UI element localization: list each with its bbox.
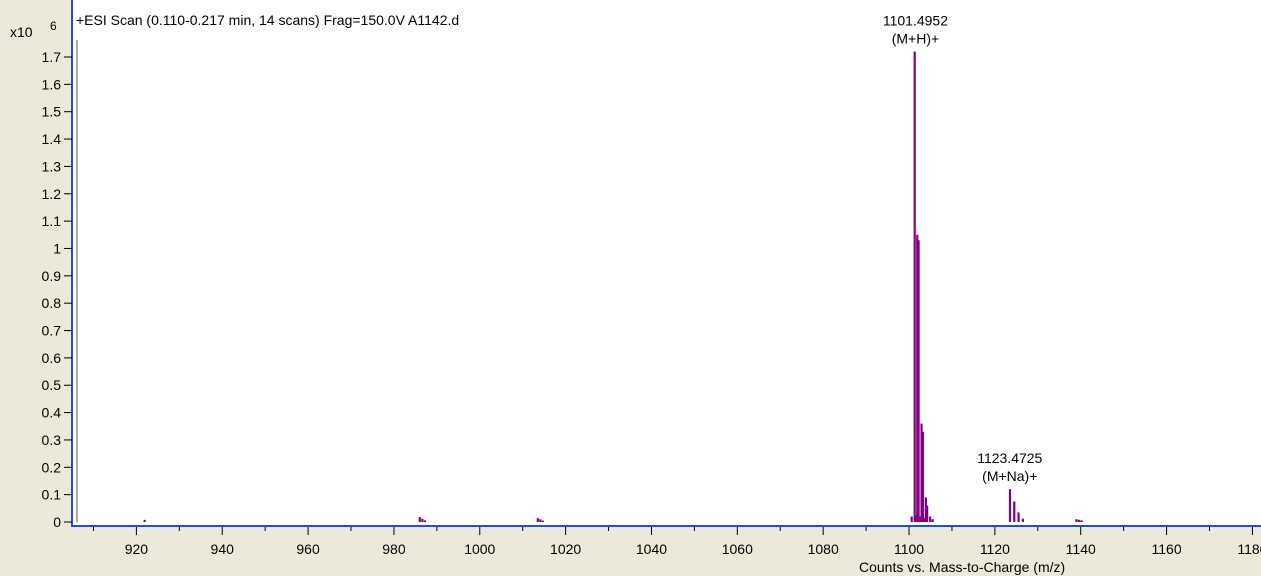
x-tick-label: 1160: [1152, 541, 1182, 557]
y-axis-exponent: 6: [50, 19, 57, 33]
y-axis-ticks: 0 0.1 0.2 0.3 0.4 0.5 0.6 0.7 0.8 0.9 1 1.1 1.2 1.3 1.…: [42, 49, 72, 530]
spectrum-peak: [929, 516, 932, 522]
x-tick-label: 1080: [808, 541, 839, 557]
peak-ion-label: (M+Na)+: [982, 468, 1037, 484]
y-tick-label: 0.5: [42, 377, 62, 393]
spectrum-peak: [1075, 519, 1078, 522]
spectrum-peak: [926, 505, 929, 522]
y-tick-label: 0.4: [42, 405, 62, 421]
peak-mass-label: 1123.4725: [977, 450, 1042, 466]
peak-mass-label: 1101.4952: [883, 13, 948, 29]
y-tick-label: 0.6: [42, 350, 62, 366]
spectrum-peak: [1008, 489, 1012, 522]
y-tick-label: 0.3: [42, 432, 62, 448]
x-tick-label: 1060: [722, 541, 753, 557]
spectrum-peaks: [143, 51, 1083, 522]
x-tick-label: 1180: [1237, 541, 1261, 557]
spectrum-peak: [541, 520, 545, 522]
spectrum-peak: [418, 517, 421, 522]
x-axis-label: Counts vs. Mass-to-Charge (m/z): [859, 559, 1065, 575]
y-tick-label: 0.8: [42, 295, 62, 311]
spectrum-peak: [539, 519, 542, 522]
spectrum-peak: [913, 51, 916, 522]
spectrum-peak: [924, 497, 927, 522]
x-tick-label: 1140: [1066, 541, 1096, 557]
y-tick-label: 1.7: [42, 49, 62, 65]
chart-title: +ESI Scan (0.110-0.217 min, 14 scans) Fr…: [76, 12, 459, 28]
spectrum-peak: [931, 519, 934, 522]
peak-ion-label: (M+H)+: [892, 31, 939, 47]
x-tick-label: 1000: [464, 541, 495, 557]
y-tick-label: 1.6: [42, 76, 62, 92]
spectrum-peak: [1021, 518, 1024, 522]
y-tick-label: 0.9: [42, 268, 62, 284]
y-tick-label: 1.3: [42, 158, 62, 174]
spectrum-peak: [916, 234, 919, 522]
x-tick-label: 940: [211, 541, 235, 557]
x-axis-ticks: 920 940 960 980 1000 1020 1040 1060 1080 1100 1120…: [92, 527, 1261, 557]
x-tick-label: 1020: [550, 541, 581, 557]
spectrum-peak: [423, 520, 427, 522]
peak-annotations: 1101.4952 (M+H)+ 1123.4725 (M+Na)+: [883, 13, 1043, 485]
spectrum-peak: [917, 240, 920, 522]
y-tick-label: 0: [53, 514, 61, 530]
x-tick-label: 1040: [636, 541, 667, 557]
spectrum-peak: [1017, 512, 1020, 522]
spectrum-peak: [914, 515, 918, 522]
plot-area: [72, 0, 1261, 527]
y-tick-label: 0.7: [42, 323, 62, 339]
x-tick-label: 960: [296, 541, 320, 557]
x-tick-label: 920: [125, 541, 149, 557]
spectrum-peak: [1080, 520, 1083, 522]
spectrum-peak: [421, 518, 424, 522]
x-tick-label: 1100: [894, 541, 924, 557]
spectrum-peak: [910, 516, 913, 522]
spectrum-peak: [921, 431, 924, 522]
spectrum-peak: [143, 519, 146, 522]
x-tick-label: 980: [382, 541, 406, 557]
y-tick-label: 1.1: [42, 213, 62, 229]
y-tick-label: 1: [53, 240, 61, 256]
spectrum-peak: [1078, 519, 1081, 522]
y-tick-label: 1.4: [42, 131, 62, 147]
spectrum-peak: [919, 516, 922, 522]
y-tick-label: 0.1: [42, 487, 62, 503]
spectrum-peak: [1013, 501, 1016, 522]
y-tick-label: 0.2: [42, 459, 62, 475]
y-tick-label: 1.5: [42, 104, 62, 120]
x-tick-label: 1120: [980, 541, 1010, 557]
y-tick-label: 1.2: [42, 186, 62, 202]
spectrum-peak: [920, 423, 923, 522]
y-axis-multiplier: x10: [10, 24, 33, 40]
spectrum-peak: [536, 518, 539, 522]
spectrum-peak: [923, 517, 926, 522]
